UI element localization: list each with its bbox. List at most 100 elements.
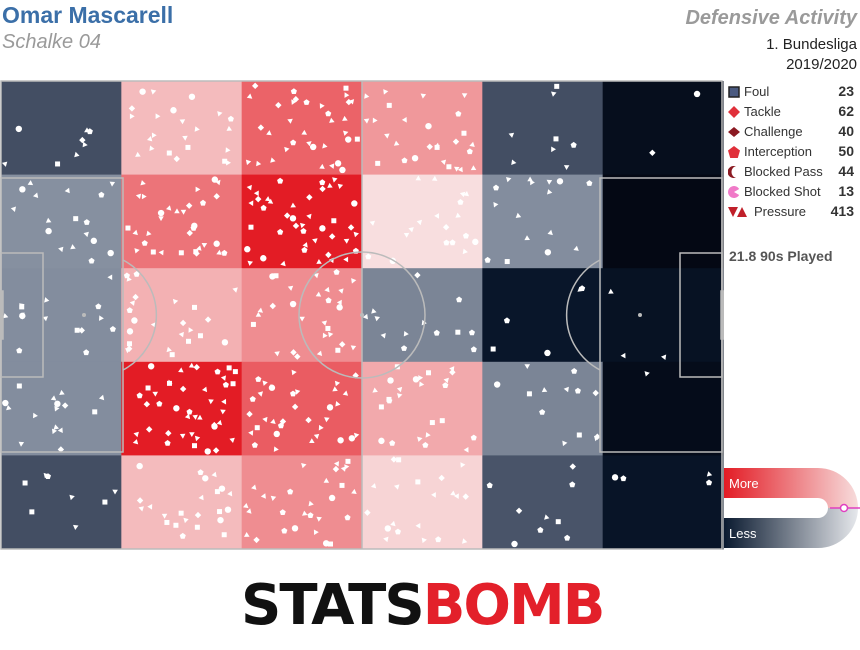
event-marker xyxy=(275,101,282,109)
event-marker xyxy=(172,298,179,305)
event-marker xyxy=(273,430,280,438)
center-spot xyxy=(360,313,364,317)
event-marker xyxy=(328,331,334,338)
event-marker xyxy=(470,165,477,171)
heatmap-cell xyxy=(602,455,724,550)
event-marker xyxy=(250,321,256,327)
event-marker xyxy=(249,396,256,402)
event-marker xyxy=(380,333,386,339)
event-marker xyxy=(178,331,184,338)
event-marker xyxy=(462,493,469,500)
event-marker xyxy=(260,204,267,211)
event-marker xyxy=(267,198,274,204)
legend-count: 44 xyxy=(838,163,854,179)
event-marker xyxy=(19,312,25,318)
event-marker xyxy=(257,124,265,131)
event-marker xyxy=(139,88,146,95)
event-marker xyxy=(386,397,393,404)
event-marker xyxy=(82,141,88,148)
event-marker xyxy=(173,155,180,163)
event-marker xyxy=(273,273,279,279)
event-marker xyxy=(443,377,449,384)
legend-label: Pressure xyxy=(754,204,807,219)
legend-label: Interception xyxy=(744,144,812,159)
event-marker xyxy=(449,239,456,246)
event-marker xyxy=(2,399,9,407)
event-marker xyxy=(290,139,297,146)
pitch-spots xyxy=(82,313,642,317)
event-marker xyxy=(411,154,419,162)
event-marker xyxy=(83,349,90,356)
event-marker xyxy=(222,158,228,164)
event-marker xyxy=(290,349,297,356)
event-marker xyxy=(544,349,551,357)
competition: 1. Bundesliga xyxy=(766,36,857,53)
event-marker xyxy=(256,160,262,167)
event-marker xyxy=(472,238,479,246)
event-marker xyxy=(266,130,272,136)
event-marker xyxy=(251,442,258,448)
event-marker xyxy=(73,216,79,222)
event-marker xyxy=(227,490,233,497)
event-marker xyxy=(344,92,350,98)
event-marker xyxy=(456,296,463,303)
event-marker xyxy=(166,205,172,211)
event-marker xyxy=(301,129,307,135)
event-marker xyxy=(155,113,161,119)
event-marker xyxy=(255,311,262,317)
event-marker xyxy=(211,423,218,430)
event-marker xyxy=(73,524,79,530)
event-marker xyxy=(186,408,193,415)
event-marker xyxy=(145,385,151,391)
event-marker xyxy=(291,525,299,532)
event-marker xyxy=(193,364,200,371)
event-marker xyxy=(290,390,297,397)
event-marker xyxy=(434,142,440,148)
event-marker xyxy=(363,118,370,124)
event-marker xyxy=(191,304,197,310)
event-marker xyxy=(50,395,57,401)
event-marker xyxy=(450,490,456,496)
event-marker xyxy=(421,537,427,544)
event-marker xyxy=(150,322,156,328)
event-marker xyxy=(2,313,9,319)
event-marker xyxy=(396,457,402,463)
event-marker xyxy=(179,385,187,393)
event-marker xyxy=(493,184,500,191)
event-marker xyxy=(440,159,447,165)
event-marker xyxy=(147,504,153,510)
event-marker xyxy=(188,327,194,333)
event-marker xyxy=(16,347,23,354)
event-marker xyxy=(54,400,61,408)
event-marker xyxy=(254,425,260,431)
event-marker xyxy=(344,514,351,521)
event-marker xyxy=(454,166,460,172)
event-marker xyxy=(574,387,581,394)
event-marker xyxy=(527,176,533,182)
event-marker xyxy=(420,93,427,99)
event-marker xyxy=(133,271,140,277)
legend-label: Tackle xyxy=(744,104,781,119)
event-marker xyxy=(277,228,284,235)
event-marker xyxy=(546,179,553,185)
event-marker xyxy=(325,251,332,259)
event-marker xyxy=(270,418,276,424)
event-marker xyxy=(270,495,277,501)
event-marker xyxy=(394,484,400,490)
legend-count: 40 xyxy=(838,123,854,139)
event-marker xyxy=(248,200,254,206)
event-marker xyxy=(54,406,60,412)
event-marker xyxy=(300,228,307,234)
event-marker xyxy=(277,177,284,184)
event-marker xyxy=(246,93,253,99)
event-marker xyxy=(342,115,348,121)
event-marker xyxy=(302,242,308,248)
event-marker xyxy=(351,278,357,284)
event-marker xyxy=(539,409,546,415)
pitch-lines xyxy=(0,80,724,550)
event-marker xyxy=(158,249,164,256)
event-marker xyxy=(74,327,80,333)
event-marker xyxy=(343,85,349,91)
event-marker xyxy=(147,136,153,142)
legend-item-foul: Foul 23 xyxy=(728,82,856,102)
